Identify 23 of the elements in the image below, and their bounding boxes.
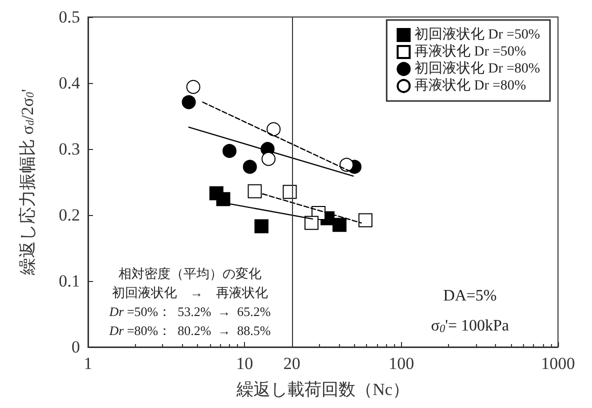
y-tick-label: 0.2 bbox=[58, 206, 80, 224]
y-axis-title: 繰返し応力振幅比 σd/2σ0' bbox=[18, 89, 37, 276]
x-axis-title: 繰返し載荷回数（Nc） bbox=[236, 380, 410, 399]
y-tick-label: 0 bbox=[72, 338, 80, 356]
x-tick-label: 10 bbox=[236, 354, 254, 373]
x-tick-label: 100 bbox=[388, 354, 414, 373]
annotation: 初回液状化 → 再液状化 bbox=[112, 285, 268, 300]
y-tick-label: 0.4 bbox=[58, 74, 80, 92]
x-tick-label: 1 bbox=[84, 354, 92, 373]
annotation: Dr =80%： 80.2% → 88.5% bbox=[108, 323, 271, 338]
annotation: DA=5% bbox=[443, 288, 497, 304]
x-tick-label: 1000 bbox=[541, 354, 575, 373]
annotation: 相対密度（平均）の変化 bbox=[118, 266, 262, 281]
annotation: Dr =50%： 53.2% → 65.2% bbox=[108, 304, 271, 319]
legend-label: 初回液状化 Dr =50% bbox=[414, 26, 540, 42]
annotation: σ0'= 100kPa bbox=[430, 318, 510, 335]
y-tick-label: 0.3 bbox=[58, 140, 80, 158]
legend-label: 初回液状化 Dr =80% bbox=[414, 60, 540, 76]
y-tick-label: 0.5 bbox=[58, 8, 80, 26]
x-tick-label: 20 bbox=[283, 354, 300, 373]
legend-label: 再液状化 Dr =80% bbox=[414, 78, 526, 94]
y-tick-label: 0.1 bbox=[58, 272, 80, 290]
legend-label: 再液状化 Dr =50% bbox=[414, 44, 526, 60]
